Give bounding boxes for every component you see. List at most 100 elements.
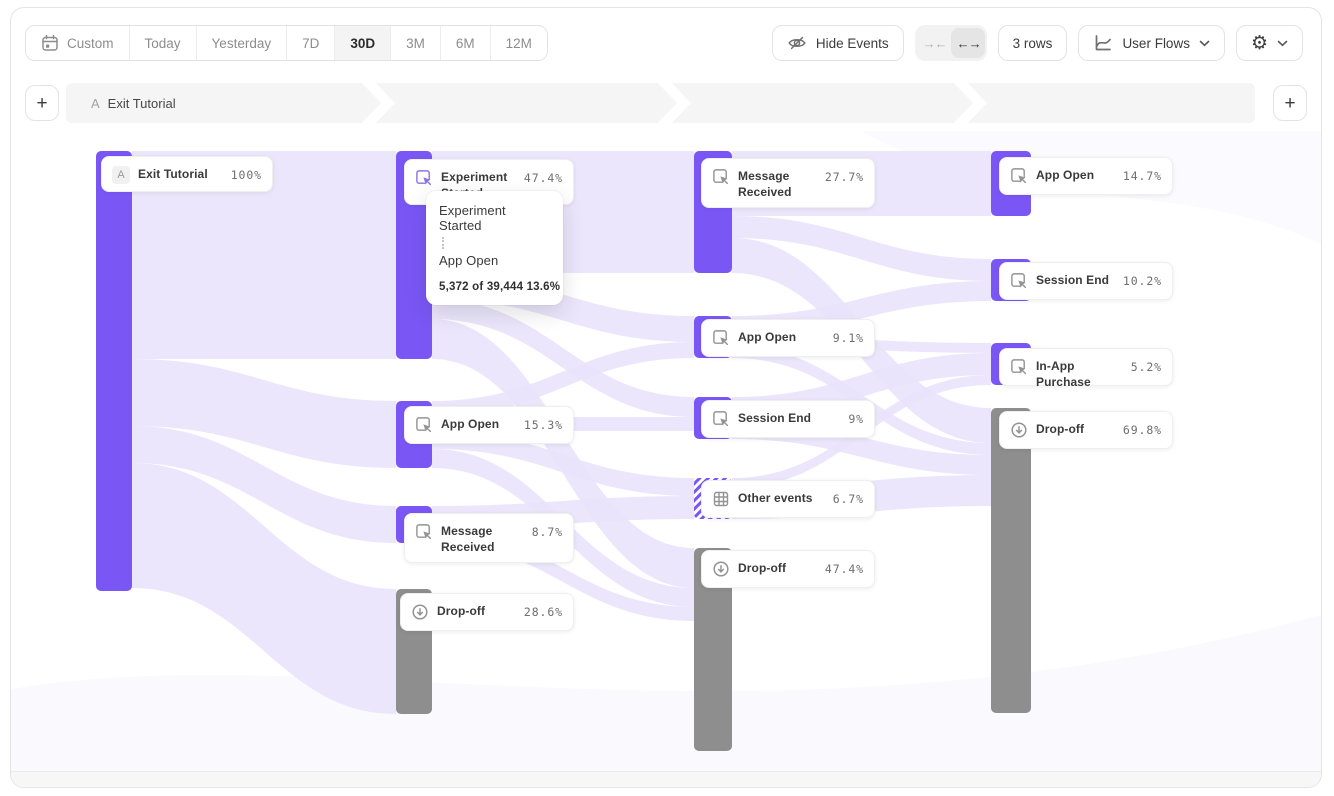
grid-events-icon (712, 490, 730, 508)
flow-bar-drop-off[interactable] (991, 408, 1031, 713)
settings-button[interactable]: ⚙ (1235, 25, 1303, 61)
tooltip-target-event: App Open (439, 253, 499, 268)
click-event-icon (1010, 358, 1028, 376)
chevron-down-icon (1199, 40, 1210, 47)
gear-icon: ⚙ (1250, 31, 1268, 54)
drop-off-icon (1010, 421, 1028, 439)
background-decoration (11, 614, 1321, 778)
flow-node-drop-off[interactable]: Drop-off 47.4% (701, 550, 875, 588)
click-event-icon (415, 169, 433, 187)
hide-events-button[interactable]: Hide Events (771, 25, 904, 61)
flow-node-session-end[interactable]: Session End 10.2% (999, 262, 1173, 300)
flow-link[interactable] (732, 216, 991, 281)
flow-node-percentage: 28.6% (523, 605, 563, 619)
flow-node-session-end[interactable]: Session End 9% (701, 400, 875, 438)
tooltip-source-event: Experiment Started (439, 203, 506, 233)
flow-node-label: Message Received (441, 524, 495, 555)
flow-node-label: Drop-off (738, 561, 787, 575)
flow-node-app-open[interactable]: App Open 15.3% (404, 406, 574, 444)
date-range-3m[interactable]: 3M (391, 26, 441, 60)
sankey-canvas (11, 131, 1321, 778)
flow-bar-exit-tutorial[interactable] (96, 151, 132, 591)
steps-row: + A Exit Tutorial + (11, 83, 1321, 123)
flow-bar-drop-off[interactable] (694, 548, 732, 751)
flow-node-percentage: 100% (230, 168, 262, 182)
view-selector-dropdown[interactable]: User Flows (1078, 25, 1225, 61)
flow-node-percentage: 14.7% (1122, 169, 1162, 183)
flow-node-other-events[interactable]: Other events 6.7% (701, 480, 875, 518)
flow-link[interactable] (132, 359, 396, 468)
flow-node-label: App Open (738, 330, 797, 344)
flow-node-label: Session End (738, 411, 812, 425)
flow-link[interactable] (132, 151, 396, 359)
flow-link[interactable] (132, 463, 396, 714)
click-event-icon (1010, 167, 1028, 185)
tooltip-connector-dots (442, 237, 444, 249)
flow-node-label: Message Received (738, 169, 792, 200)
add-step-right-button[interactable]: + (1273, 85, 1307, 121)
view-selector-label: User Flows (1122, 35, 1190, 51)
steps-bar: A Exit Tutorial (66, 83, 1255, 123)
date-range-selector: Custom Today Yesterday 7D 30D 3M 6M 12M (25, 25, 548, 61)
flow-link[interactable] (432, 299, 694, 417)
step-separator-chevron (954, 83, 987, 123)
flow-node-message-received[interactable]: Message Received 8.7% (404, 513, 574, 563)
chevron-down-icon (1277, 40, 1288, 47)
click-event-icon (1010, 272, 1028, 290)
flow-node-message-received[interactable]: Message Received 27.7% (701, 158, 875, 208)
date-range-custom[interactable]: Custom (26, 26, 130, 60)
flow-link[interactable] (432, 431, 694, 496)
footer-strip (11, 771, 1321, 787)
click-event-icon (712, 168, 730, 186)
flow-node-label: Other events (738, 491, 813, 505)
date-range-today[interactable]: Today (129, 26, 197, 60)
drop-off-icon (712, 560, 730, 578)
date-range-yesterday[interactable]: Yesterday (196, 26, 288, 60)
flow-link[interactable] (432, 319, 694, 588)
flow-tooltip: Experiment Started App Open 5,372 of 39,… (426, 191, 563, 305)
user-flows-chart-icon (1093, 33, 1113, 53)
flow-node-drop-off[interactable]: Drop-off 69.8% (999, 411, 1173, 449)
drop-off-icon (411, 603, 429, 621)
step-separator-chevron (658, 83, 691, 123)
tooltip-stat: 5,372 of 39,444 13.6% (439, 281, 561, 293)
calendar-icon (41, 34, 59, 52)
flow-node-percentage: 5.2% (1130, 360, 1162, 374)
expand-columns-button[interactable]: ←→ (950, 28, 985, 58)
step-a-label[interactable]: A Exit Tutorial (91, 83, 176, 123)
flow-node-percentage: 8.7% (531, 525, 563, 539)
flow-node-app-open[interactable]: App Open 14.7% (999, 157, 1173, 195)
user-flows-chart: A Exit Tutorial 100% Experiment Started 47.4… (11, 131, 1321, 778)
rows-button[interactable]: 3 rows (997, 25, 1068, 61)
flow-node-percentage: 47.4% (824, 562, 864, 576)
add-step-left-button[interactable]: + (25, 85, 59, 121)
step-separator-chevron (362, 83, 395, 123)
flow-node-app-open[interactable]: App Open 9.1% (701, 319, 875, 357)
collapse-columns-button[interactable]: →← (917, 28, 951, 58)
flow-node-drop-off[interactable]: Drop-off 28.6% (400, 593, 574, 631)
flow-node-percentage: 15.3% (523, 418, 563, 432)
date-range-7d[interactable]: 7D (287, 26, 336, 60)
flow-node-percentage: 47.4% (523, 171, 563, 185)
flow-node-label: App Open (1036, 168, 1095, 182)
flow-link[interactable] (132, 426, 396, 543)
flow-node-exit-tutorial[interactable]: A Exit Tutorial 100% (101, 156, 273, 192)
column-spacing-toggle: →← ←→ (914, 25, 987, 61)
date-range-12m[interactable]: 12M (490, 26, 547, 60)
date-range-6m[interactable]: 6M (440, 26, 491, 60)
click-event-icon (415, 523, 433, 541)
flow-node-label: Drop-off (1036, 422, 1085, 436)
rows-label: 3 rows (1012, 35, 1053, 51)
flow-node-percentage: 6.7% (832, 492, 864, 506)
step-badge: A (112, 166, 130, 184)
flow-node-percentage: 9.1% (832, 331, 864, 345)
flow-node-label: Drop-off (437, 604, 486, 618)
flow-node-in-app-purchase[interactable]: In-App Purchase 5.2% (999, 348, 1173, 389)
flow-node-percentage: 9% (848, 412, 864, 426)
flow-node-label: Exit Tutorial (138, 167, 208, 181)
flow-link[interactable] (432, 342, 694, 417)
app-window: Custom Today Yesterday 7D 30D 3M 6M 12M Hide Ev… (10, 7, 1322, 788)
date-range-30d[interactable]: 30D (335, 26, 392, 60)
step-a-key: A (91, 95, 100, 111)
toolbar: Custom Today Yesterday 7D 30D 3M 6M 12M Hide Ev… (11, 24, 1321, 62)
